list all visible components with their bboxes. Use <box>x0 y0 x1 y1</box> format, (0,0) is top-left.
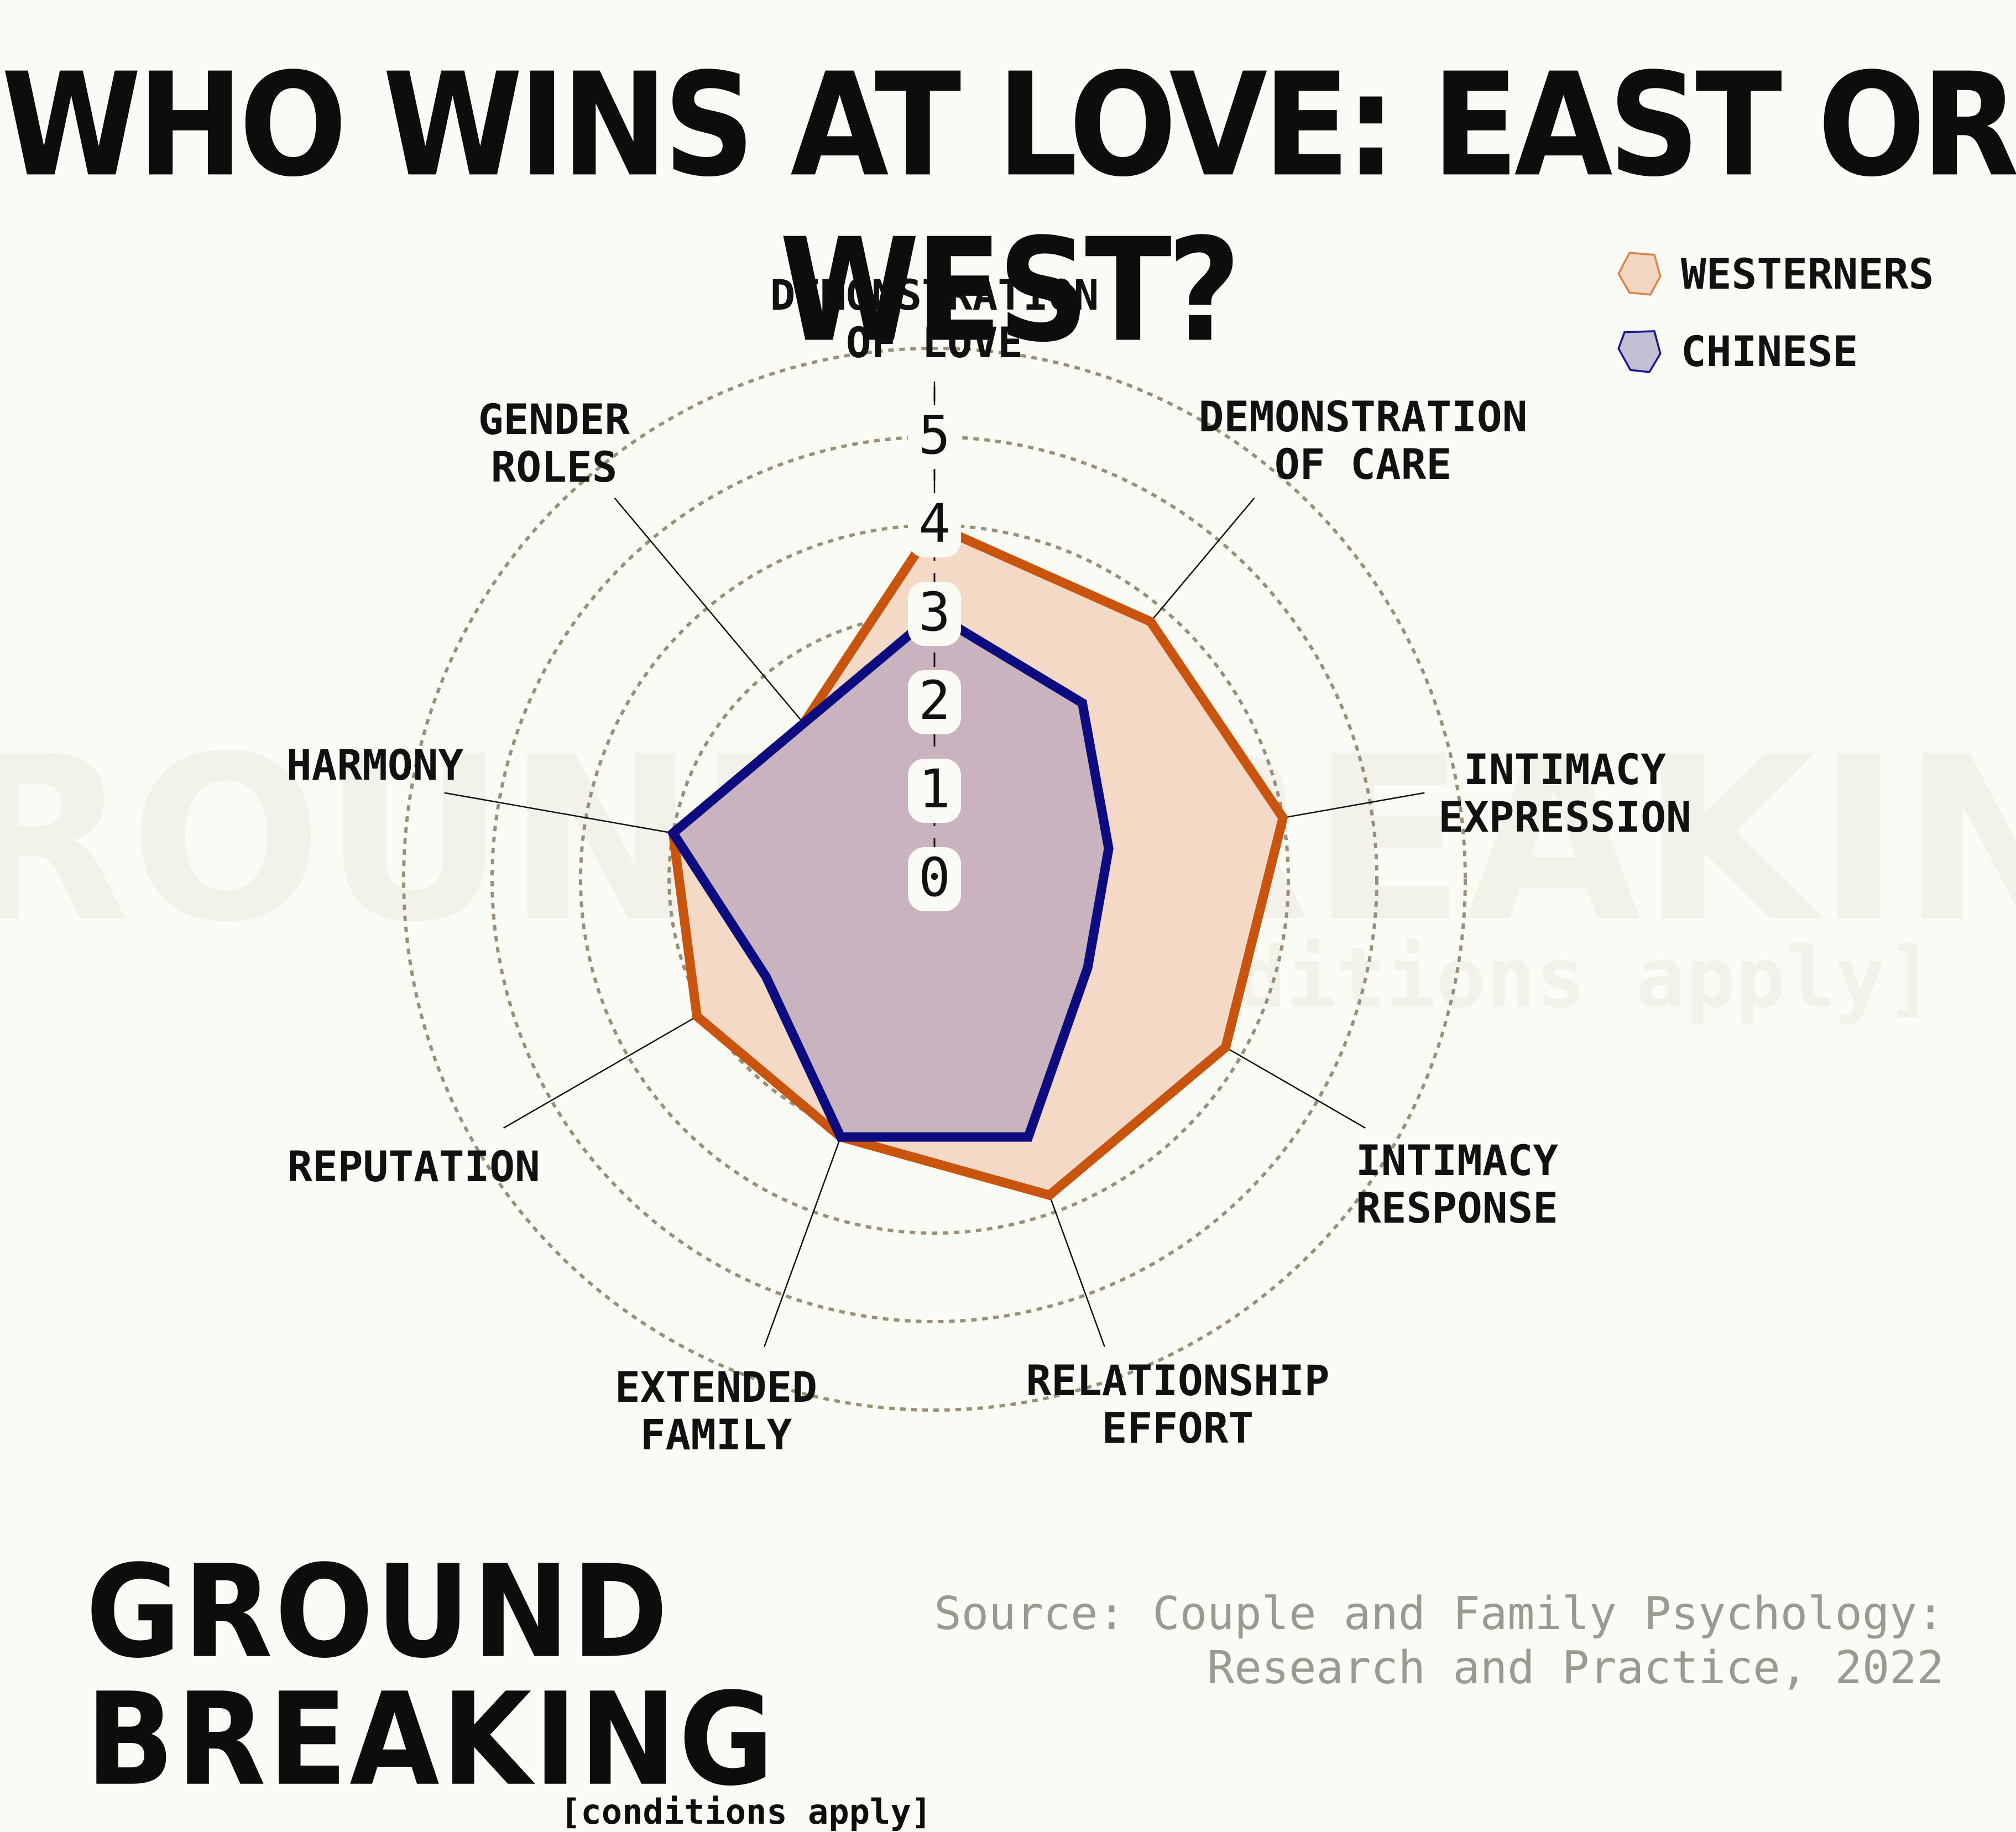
tick-label-0: 0 <box>918 847 950 909</box>
radial-ticks: 0 1 2 3 4 5 <box>908 382 961 911</box>
legend-label-westerners: WESTERNERS <box>1681 249 1934 299</box>
chart-title: WHO WINS AT LOVE: EAST OR WEST? <box>1 43 2016 374</box>
legend-item-chinese: CHINESE <box>1615 312 1934 390</box>
axis-label-4-line-1: INTIMACY <box>1356 1136 1558 1185</box>
tick-label-5: 5 <box>918 404 950 466</box>
axis-label-1-line-2: OF LOVE <box>846 318 1023 367</box>
chinese-swatch-icon <box>1617 330 1662 373</box>
axis-label-4: INTIMACY RESPONSE <box>1356 1136 1558 1233</box>
axis-label-6: EXTENDED FAMILY <box>615 1363 817 1459</box>
axis-label-3-line-1: INTIMACY <box>1464 745 1666 794</box>
tick-label-1: 1 <box>918 758 950 820</box>
axis-label-3: INTIMACY EXPRESSION <box>1438 745 1691 842</box>
axis-label-4-line-2: RESPONSE <box>1356 1183 1558 1233</box>
axis-label-7-line-1: REPUTATION <box>287 1142 540 1191</box>
tick-bg-2 <box>908 670 961 734</box>
tick-label-3: 3 <box>918 581 950 643</box>
tick-label-2: 2 <box>918 670 950 732</box>
brand-name: GROUND BREAKING <box>86 1537 776 1814</box>
axis-label-6-line-2: FAMILY <box>640 1410 792 1459</box>
legend-label-chinese: CHINESE <box>1681 326 1858 376</box>
axis-label-2: DEMONSTRATION OF CARE <box>1199 392 1528 489</box>
tick-bg-5 <box>908 405 961 469</box>
tick-bg-1 <box>908 759 961 823</box>
axis-label-9-line-1: GENDER <box>478 395 630 444</box>
tick-bg-4 <box>908 493 961 557</box>
axis-label-7: REPUTATION <box>287 1142 540 1191</box>
source-line-2: Research and Practice, 2022 <box>1207 1642 1944 1695</box>
axis-label-5-line-2: EFFORT <box>1102 1403 1254 1453</box>
axis-label-1-line-1: DEMONSTRATION <box>770 270 1099 320</box>
axis-label-5: RELATIONSHIP EFFORT <box>1026 1356 1329 1453</box>
radar-chart: GROUND BREAKING [conditions apply] 01234… <box>286 270 1691 1459</box>
tick-bg-0 <box>908 847 961 911</box>
legend: WESTERNERS CHINESE <box>1615 235 1934 390</box>
westerners-swatch-icon <box>1617 252 1662 296</box>
axis-label-9-line-2: ROLES <box>491 442 618 492</box>
axis-label-8-line-1: HARMONY <box>286 740 464 790</box>
grid-ring-4 <box>579 524 1290 1235</box>
grid-ring-6 <box>402 347 1467 1412</box>
axis-label-6-line-1: EXTENDED <box>615 1363 817 1412</box>
source-note: Source: Couple and Family Psychology: Re… <box>934 1587 1944 1696</box>
axis-label-8: HARMONY <box>286 740 464 790</box>
axis-label-9: GENDER ROLES <box>478 395 630 492</box>
axis-label-2-line-1: DEMONSTRATION <box>1199 392 1528 441</box>
brand-logo: GROUND BREAKING [conditions apply] <box>86 1548 937 1832</box>
legend-item-westerners: WESTERNERS <box>1615 235 1934 312</box>
tick-bg-3 <box>908 582 961 646</box>
source-line-1: Source: Couple and Family Psychology: <box>934 1588 1944 1640</box>
tick-label-4: 4 <box>918 493 950 555</box>
radar-series <box>667 519 1288 1201</box>
series-chinese <box>667 608 1114 1142</box>
axis-label-3-line-2: EXPRESSION <box>1438 792 1691 842</box>
axis-label-5-line-1: RELATIONSHIP <box>1026 1356 1329 1405</box>
axis-label-1: DEMONSTRATION OF LOVE <box>770 270 1099 367</box>
axis-label-2-line-2: OF CARE <box>1275 440 1451 489</box>
